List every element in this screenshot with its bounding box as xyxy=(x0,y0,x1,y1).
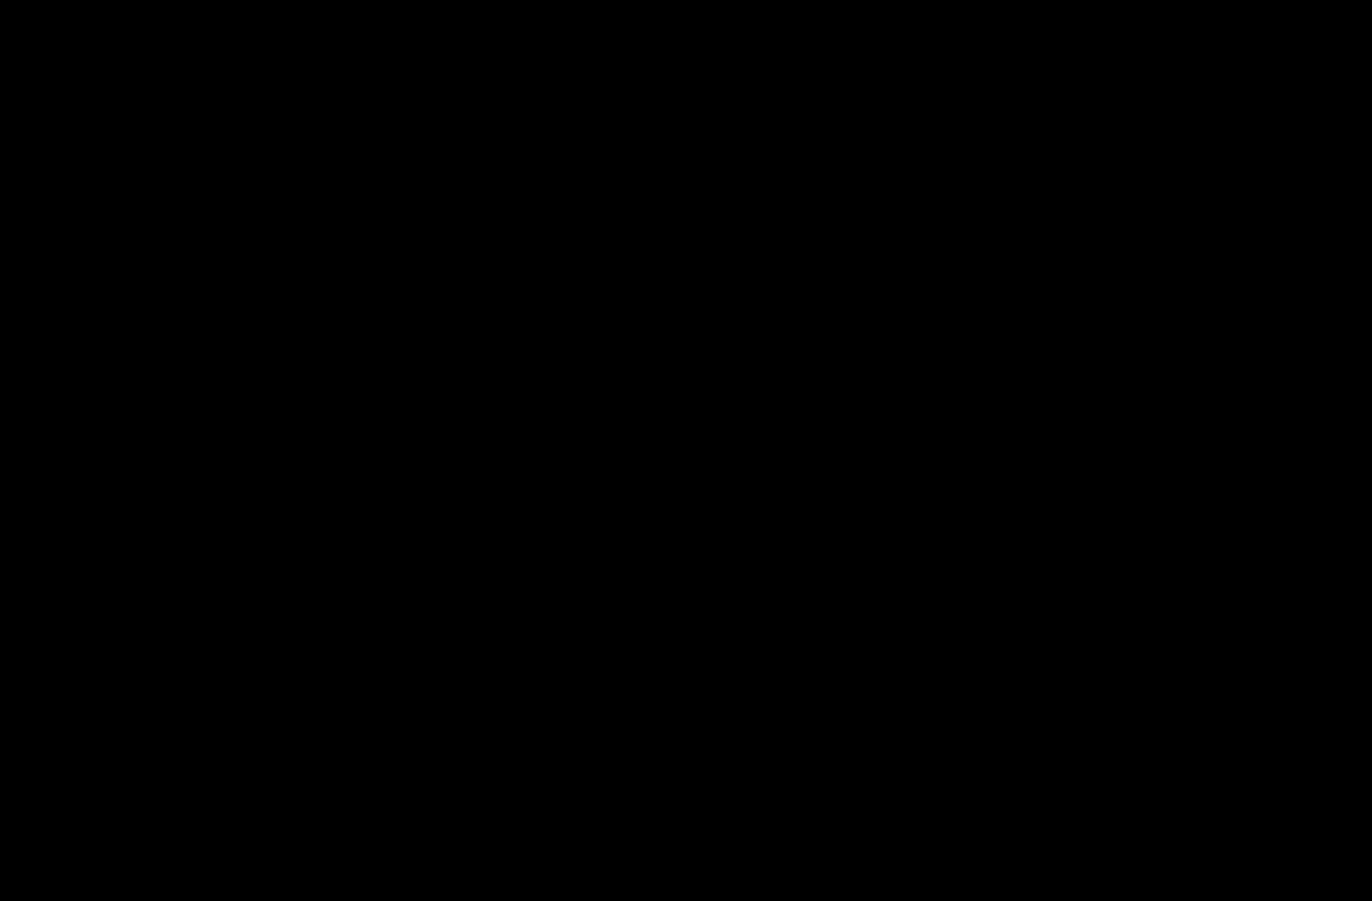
chart-canvas[interactable] xyxy=(0,0,1372,901)
trading-app-screen xyxy=(0,0,1372,901)
